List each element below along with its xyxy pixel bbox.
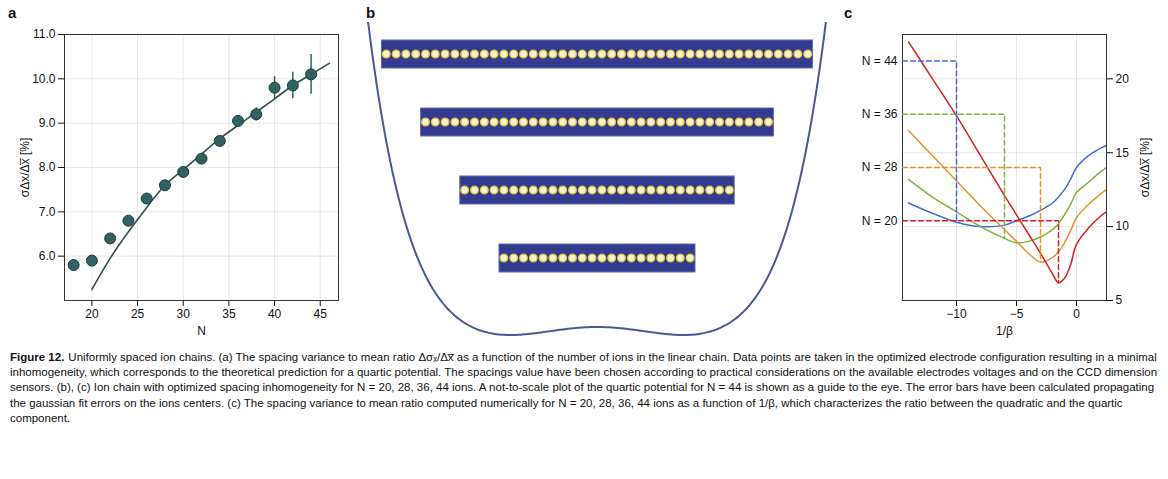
svg-text:0: 0 xyxy=(1073,307,1080,321)
html-text:Figure 12. Uniformly spaced io: Figure 12. Uniformly spaced ion chains. … xyxy=(10,351,1158,424)
svg-text:−5: −5 xyxy=(1010,307,1024,321)
svg-text:10.0: 10.0 xyxy=(32,72,56,86)
svg-text:N = 28: N = 28 xyxy=(862,160,898,174)
svg-text:6.0: 6.0 xyxy=(39,249,56,263)
svg-text:N: N xyxy=(197,324,206,338)
svg-text:10: 10 xyxy=(1116,219,1130,233)
html-text:a: a xyxy=(8,4,17,21)
svg-text:20: 20 xyxy=(1116,72,1130,86)
svg-text:45: 45 xyxy=(314,307,328,321)
html-text:c: c xyxy=(844,4,853,21)
svg-text:20: 20 xyxy=(85,307,99,321)
svg-text:σΔx/Δx̅ [%]: σΔx/Δx̅ [%] xyxy=(1138,138,1152,197)
svg-text:11.0: 11.0 xyxy=(33,27,56,41)
svg-text:5: 5 xyxy=(1116,293,1123,307)
svg-text:−10: −10 xyxy=(946,307,967,321)
svg-text:30: 30 xyxy=(177,307,191,321)
svg-text:15: 15 xyxy=(1116,146,1130,160)
svg-text:9.0: 9.0 xyxy=(39,116,56,130)
svg-text:1/β: 1/β xyxy=(996,324,1013,338)
svg-text:N = 20: N = 20 xyxy=(862,214,898,228)
svg-text:25: 25 xyxy=(131,307,145,321)
html-text:b: b xyxy=(366,4,376,21)
svg-text:N = 36: N = 36 xyxy=(862,107,898,121)
svg-text:7.0: 7.0 xyxy=(39,205,56,219)
svg-text:8.0: 8.0 xyxy=(39,160,56,174)
svg-text:σΔx/Δx̅ [%]: σΔx/Δx̅ [%] xyxy=(18,138,32,197)
svg-text:40: 40 xyxy=(268,307,282,321)
svg-text:35: 35 xyxy=(222,307,236,321)
svg-text:N = 44: N = 44 xyxy=(862,54,898,68)
